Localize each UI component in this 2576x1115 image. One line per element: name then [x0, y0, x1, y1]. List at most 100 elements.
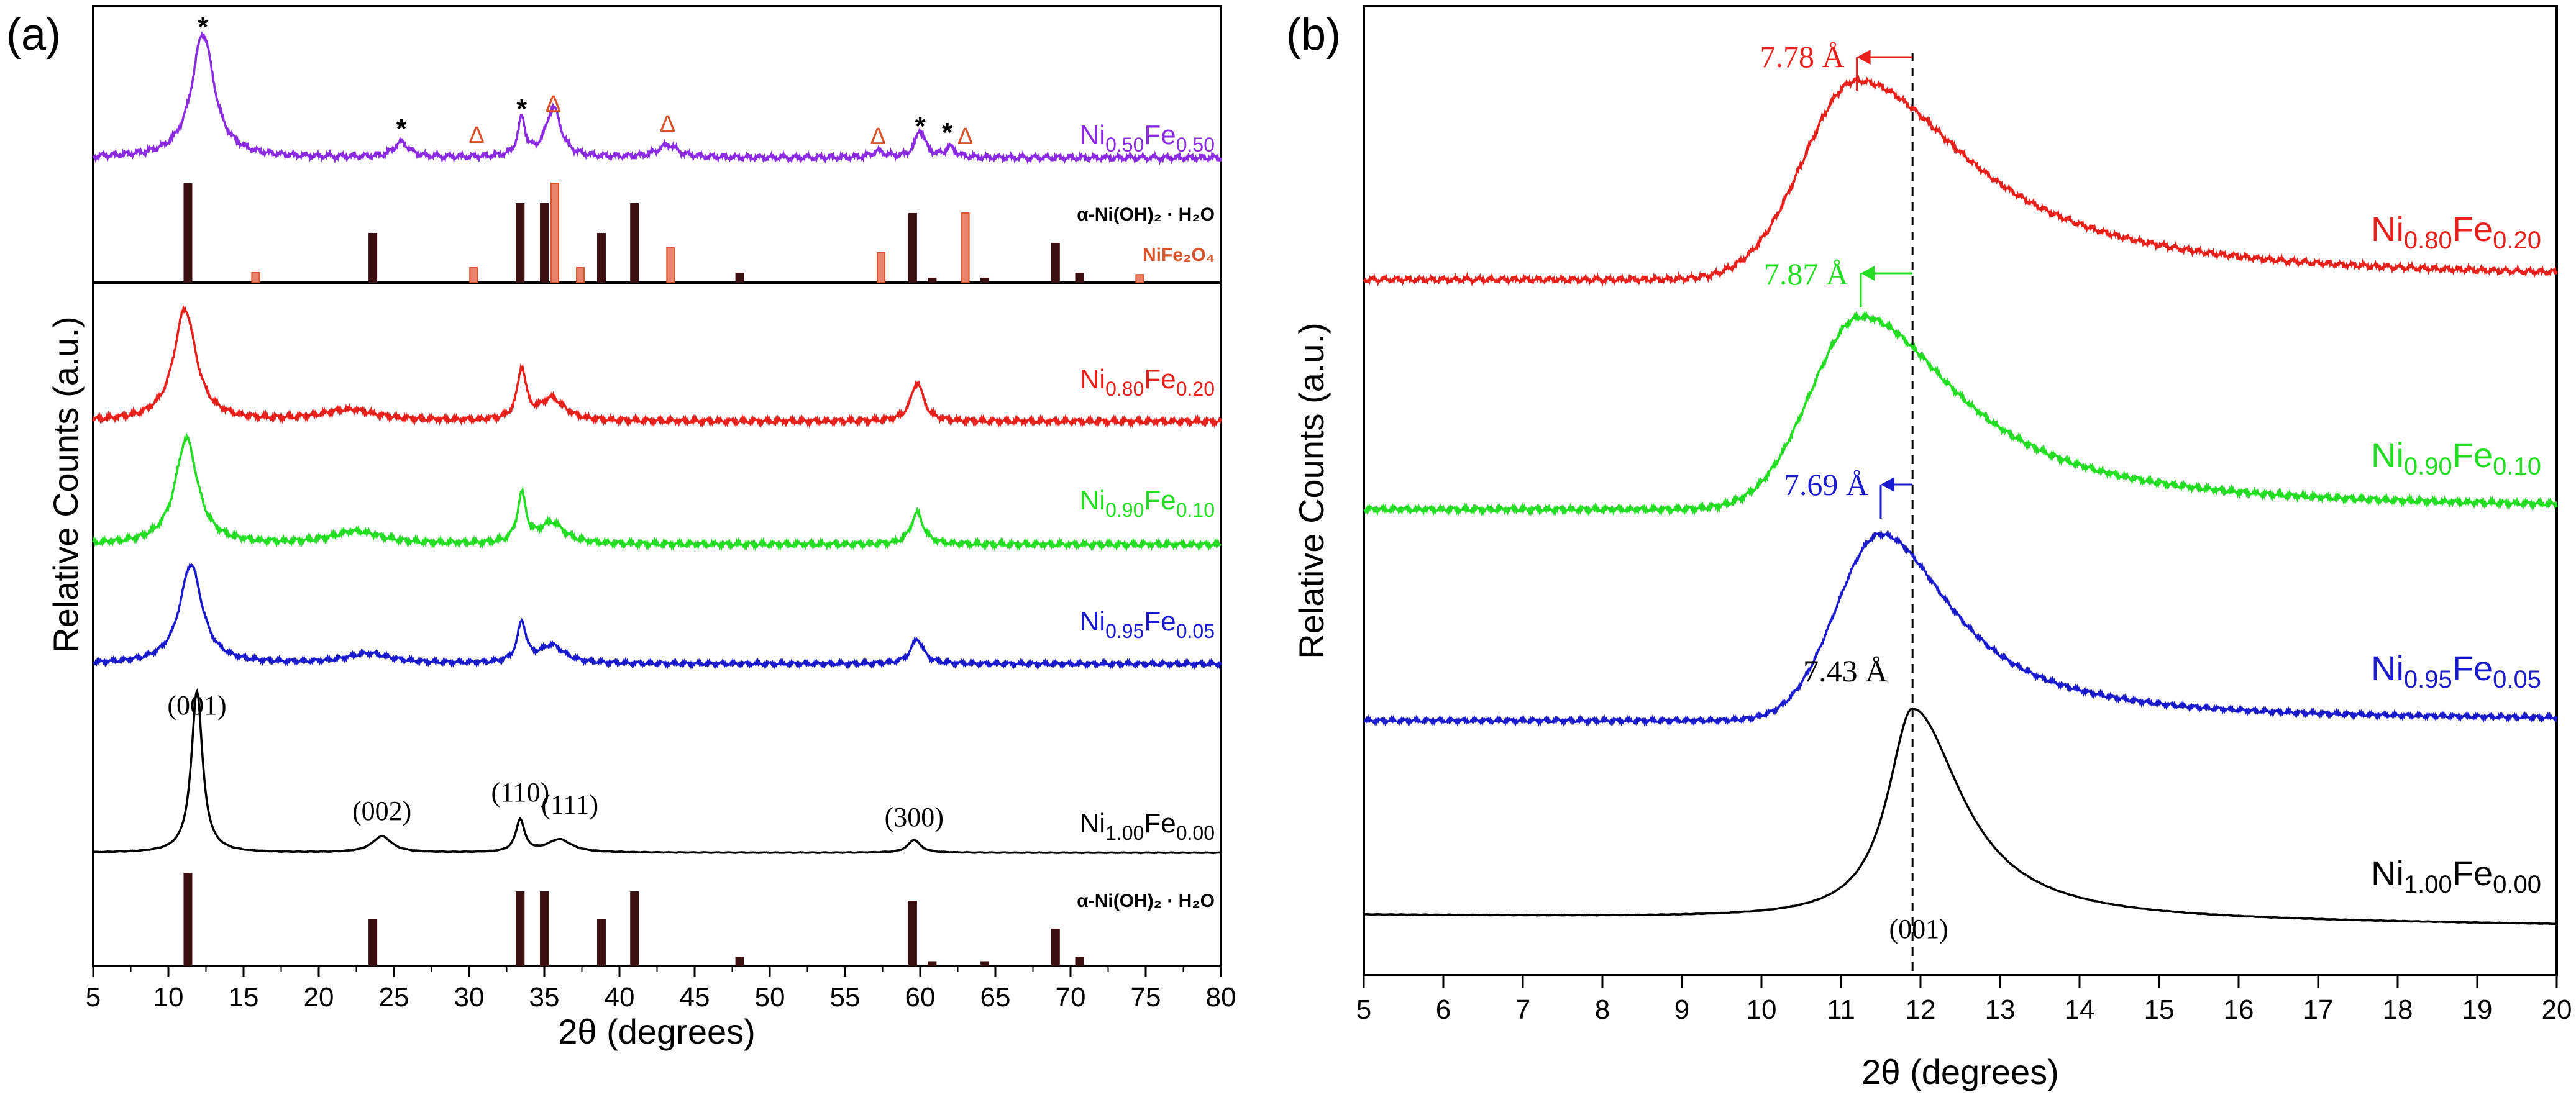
x-tick-label: 5 — [86, 982, 101, 1013]
triangle-marker: Δ — [660, 111, 675, 137]
nife2o4-ref-bar — [576, 267, 585, 283]
d-spacing-label: 7.87 Å — [1764, 257, 1848, 291]
x-tick-label: 13 — [1985, 994, 2016, 1025]
nife2o4-ref-bar — [961, 212, 970, 283]
nife2o4-ref-bar — [1135, 274, 1144, 284]
alpha-ref-bar-top — [735, 273, 744, 283]
xrd-curve-zoom — [1363, 707, 2557, 926]
alpha-ref-bar-bottom — [516, 891, 525, 966]
x-tick-label: 30 — [454, 982, 485, 1013]
d-spacing-label: 7.69 Å — [1784, 467, 1868, 502]
panel-b-label: (b) — [1286, 10, 1341, 60]
x-tick-label: 25 — [379, 982, 409, 1013]
d-spacing-label: 7.78 Å — [1760, 39, 1844, 74]
star-marker: * — [396, 114, 408, 144]
nife2o4-ref-bar — [877, 252, 886, 283]
series-label-zoom: Ni0.95Fe0.05 — [2371, 649, 2541, 693]
alpha-ref-bar-bottom — [368, 919, 378, 966]
star-marker: * — [516, 94, 528, 124]
x-tick-label: 45 — [680, 982, 710, 1013]
x-tick-label: 20 — [2542, 994, 2572, 1025]
xrd-curve-zoom — [1363, 75, 2558, 288]
x-tick-label: 9 — [1674, 994, 1689, 1025]
miller-index-label: (300) — [885, 802, 944, 832]
x-tick-label: 65 — [980, 982, 1011, 1013]
alpha-ref-bar-bottom — [596, 919, 606, 966]
alpha-ref-bar-top — [928, 278, 937, 283]
triangle-marker: Δ — [468, 122, 484, 148]
alpha-ref-bar-bottom — [928, 961, 937, 966]
x-tick-label: 12 — [1906, 994, 1936, 1025]
series-label: Ni0.95Fe0.05 — [1080, 606, 1215, 642]
alpha-ref-bar-top — [908, 213, 917, 283]
alpha-ref-bar-top — [516, 203, 525, 283]
x-tick-label: 6 — [1436, 994, 1451, 1025]
nife2o4-ref-bar — [550, 183, 559, 283]
nife2o4-ref-label: NiFe₂O₄ — [1143, 245, 1215, 265]
xrd-curve-zoom — [1363, 310, 2558, 517]
alpha-ref-bar-bottom — [1051, 929, 1060, 966]
x-tick-label: 50 — [755, 982, 785, 1013]
alpha-ref-label-bottom: α-Ni(OH)₂ · H₂O — [1077, 891, 1215, 911]
alpha-ref-bar-top — [540, 203, 549, 283]
x-tick-label: 55 — [830, 982, 861, 1013]
series-label-zoom: Ni0.80Fe0.20 — [2371, 209, 2541, 254]
shift-arrow-head — [1881, 477, 1894, 492]
alpha-ref-bar-bottom — [540, 891, 549, 966]
x-tick-label: 75 — [1131, 982, 1161, 1013]
miller-index-label-zoom: (001) — [1889, 914, 1948, 944]
x-tick-label: 10 — [153, 982, 184, 1013]
star-marker: * — [942, 117, 953, 148]
shift-arrow-head — [1857, 50, 1871, 65]
alpha-ref-bar-bottom — [980, 961, 990, 966]
alpha-ref-bar-top — [1051, 243, 1060, 283]
alpha-ref-bar-bottom — [735, 957, 744, 966]
alpha-ref-bar-bottom — [630, 891, 639, 966]
panel-b-frame — [1363, 5, 2558, 976]
panel-a-x-axis-title: 2θ (degrees) — [558, 1012, 756, 1051]
x-tick-label: 19 — [2462, 994, 2493, 1025]
panel-a: (a) α-Ni(OH)₂ · H₂O NiFe₂O₄ α-Ni(OH)₂ · H₂… — [6, 5, 1236, 1051]
x-tick-label: 15 — [229, 982, 259, 1013]
panel-b: (b) 7.78 Å 7.87 Å 7.69 Å 7.43 Å (001) Ni0.80… — [1286, 5, 2572, 1091]
x-tick-label: 35 — [529, 982, 560, 1013]
x-tick-label: 11 — [1827, 994, 1855, 1025]
xrd-curve — [92, 432, 1222, 552]
x-tick-label: 80 — [1206, 982, 1236, 1013]
panel-b-y-axis-title: Relative Counts (a.u.) — [1292, 322, 1331, 659]
x-tick-label: 14 — [2065, 994, 2095, 1025]
series-label-zoom: Ni0.90Fe0.10 — [2371, 435, 2541, 480]
x-tick-label: 20 — [304, 982, 334, 1013]
x-tick-label: 60 — [905, 982, 936, 1013]
series-label: Ni1.00Fe0.00 — [1080, 808, 1215, 844]
alpha-ref-bar-top — [630, 203, 639, 283]
x-tick-label: 17 — [2303, 994, 2334, 1025]
x-tick-label: 16 — [2224, 994, 2254, 1025]
x-tick-label: 15 — [2144, 994, 2175, 1025]
x-tick-label: 40 — [605, 982, 635, 1013]
alpha-ref-bar-top — [1075, 273, 1084, 283]
miller-index-label: (002) — [352, 796, 411, 826]
miller-index-label: (111) — [541, 790, 598, 820]
panel-b-x-axis-title: 2θ (degrees) — [1861, 1052, 2059, 1091]
alpha-ref-label: α-Ni(OH)₂ · H₂O — [1077, 204, 1215, 225]
alpha-ref-bar-top — [980, 278, 990, 283]
series-label-zoom: Ni1.00Fe0.00 — [2371, 853, 2541, 898]
xrd-curve — [93, 688, 1222, 855]
miller-index-label: (001) — [167, 690, 226, 721]
xrd-curve — [92, 304, 1222, 429]
miller-index-label: (110) — [491, 777, 549, 808]
triangle-marker: Δ — [957, 124, 973, 150]
xrd-curve-zoom — [1363, 530, 2558, 727]
xrd-curve — [93, 563, 1222, 670]
series-label: Ni0.90Fe0.10 — [1080, 485, 1215, 521]
x-tick-label: 18 — [2383, 994, 2413, 1025]
x-tick-label: 10 — [1747, 994, 1777, 1025]
alpha-ref-bar-top — [368, 233, 378, 283]
x-tick-label: 5 — [1356, 994, 1371, 1025]
alpha-ref-bar-bottom — [183, 873, 193, 966]
x-tick-label: 8 — [1595, 994, 1610, 1025]
shift-arrow-head — [1861, 266, 1875, 281]
d-spacing-label: 7.43 Å — [1803, 653, 1888, 688]
